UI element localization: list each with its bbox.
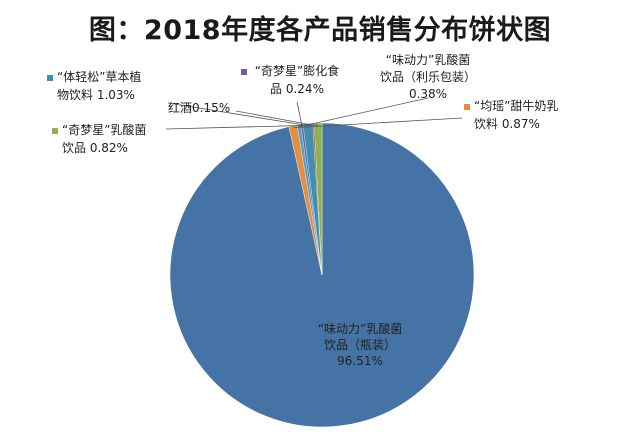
label-marker-3 (241, 69, 247, 75)
label-marker-1 (464, 104, 470, 110)
slice-label-2: “味动力”乳酸菌饮品（利乐包装） 0.38% (380, 52, 476, 101)
leader-line-3 (296, 101, 303, 127)
leader-line-6 (165, 124, 319, 130)
leader-lines (165, 97, 463, 130)
slice-label-4: “体轻松”草本植物饮料 1.03% (57, 69, 141, 102)
slice-label-5: 红酒0.15% (168, 100, 230, 115)
label-marker-4 (47, 75, 53, 81)
slice-label-3: “奇梦星”膨化食品 0.24% (255, 63, 339, 96)
slice-label-6: “奇梦星”乳酸菌饮品 0.82% (62, 122, 146, 155)
leader-line-4 (167, 102, 309, 127)
leader-line-1 (293, 117, 463, 129)
slice-label-1: “均瑶”甜牛奶乳饮料 0.87% (474, 98, 558, 131)
chart-title: 图：2018年度各产品销售分布饼状图 (88, 15, 552, 46)
pie-slices (169, 122, 475, 428)
leader-line-2 (299, 97, 429, 128)
label-marker-6 (52, 128, 58, 134)
leader-line-5 (235, 110, 314, 126)
slice-label-0: “味动力”乳酸菌饮品（瓶装） 96.51% (318, 321, 402, 368)
slice-labels: “味动力”乳酸菌饮品（瓶装） 96.51% “均瑶”甜牛奶乳饮料 0.87%“味动力… (47, 52, 558, 368)
